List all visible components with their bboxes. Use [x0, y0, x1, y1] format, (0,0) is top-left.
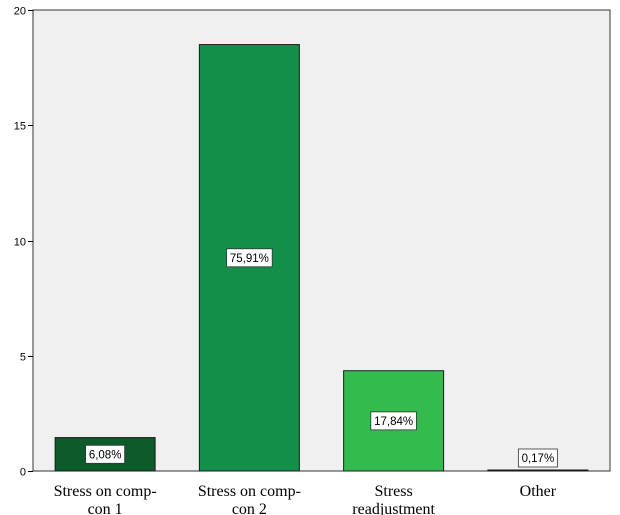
- data-label: 0,17%: [522, 453, 555, 465]
- data-label-box: [370, 411, 417, 431]
- data-label: 75,91%: [230, 253, 269, 265]
- y-tick-label: 5: [20, 352, 26, 364]
- data-label-box: [226, 248, 273, 268]
- bars: [54, 44, 589, 472]
- plot-area: [32, 9, 611, 472]
- y-tick-label: 0: [20, 467, 26, 479]
- data-label: 17,84%: [374, 416, 413, 428]
- category-label: Stress readjustment: [352, 483, 435, 515]
- x-axis-labels: Stress on comp-con 1 Stress on comp-con 2…: [54, 483, 557, 515]
- y-tick-label: 15: [14, 121, 26, 133]
- y-axis: 0 5 10 15 20: [14, 6, 33, 479]
- category-label: Other: [520, 483, 557, 500]
- data-label-box: [85, 444, 126, 464]
- y-tick-label: 10: [14, 237, 26, 249]
- data-label-box: [517, 448, 558, 468]
- data-label: 6,08%: [89, 449, 122, 461]
- category-label: Stress on comp-con 1: [54, 483, 157, 515]
- data-labels: 6,08% 75,91% 17,84% 0,17%: [85, 248, 558, 468]
- y-tick-label: 20: [14, 6, 26, 18]
- category-label: Stress on comp-con 2: [198, 483, 301, 515]
- bar: [487, 469, 589, 472]
